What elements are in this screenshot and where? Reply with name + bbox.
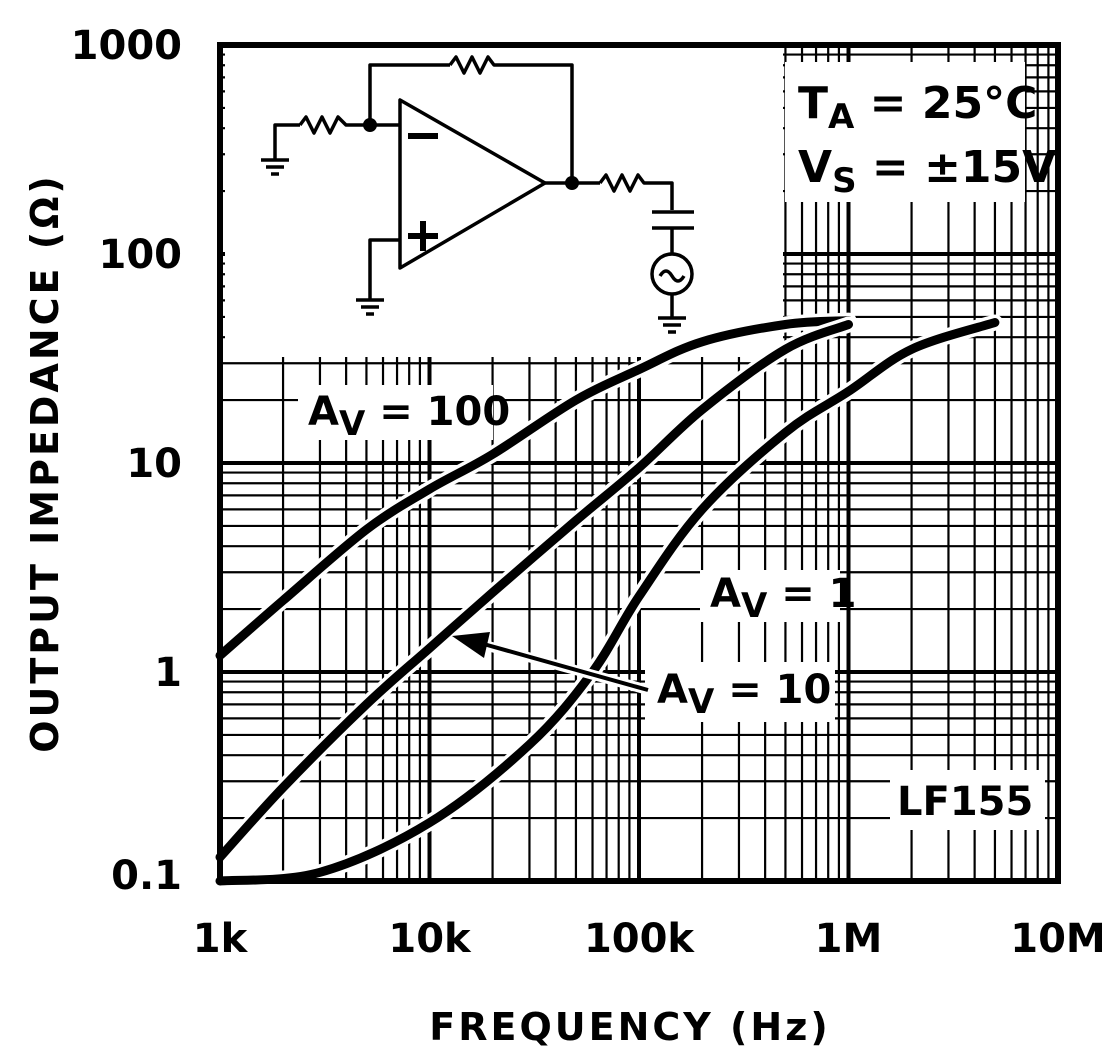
y-tick-labels: 0.1 1 10 100 1000: [71, 23, 182, 899]
label-backgrounds: [298, 62, 1045, 830]
series-label-av1: AV = 1: [710, 571, 857, 626]
series-label-av100: AV = 100: [308, 389, 510, 444]
supply-voltage-label: VS = ±15V: [798, 142, 1056, 201]
curves: [212, 312, 1003, 889]
temperature-label: TA = 25°C: [798, 78, 1037, 137]
y-tick-label: 0.1: [111, 853, 182, 899]
opamp-signs: [408, 133, 438, 251]
plot-frame: [217, 42, 1061, 884]
y-tick-label: 1000: [71, 23, 182, 69]
x-tick-label: 1M: [815, 916, 883, 962]
ground-symbols: [261, 158, 686, 334]
schematic-lines: [273, 55, 694, 318]
x-axis-label: FREQUENCY (Hz): [429, 1005, 830, 1049]
part-number-label: LF155: [897, 779, 1033, 825]
series-label-av10: AV = 10: [657, 667, 831, 722]
x-tick-label: 10k: [388, 916, 472, 962]
junction-dots: [363, 118, 579, 190]
series-av-10-line: [215, 320, 853, 862]
y-axis-label: OUTPUT IMPEDANCE (Ω): [23, 173, 67, 753]
av10-pointer: [452, 632, 650, 695]
schematic-background: [225, 45, 783, 357]
series-av-100-line: [215, 316, 853, 660]
x-tick-label: 100k: [584, 916, 695, 962]
y-tick-label: 10: [126, 441, 182, 487]
series-av-1-line: [215, 318, 1000, 886]
y-tick-label: 100: [99, 232, 183, 278]
x-tick-labels: 1k 10k 100k 1M 10M: [193, 916, 1106, 962]
y-tick-label: 1: [154, 650, 182, 696]
circuit-schematic: [225, 45, 783, 357]
x-tick-label: 10M: [1010, 916, 1105, 962]
x-tick-label: 1k: [193, 916, 249, 962]
